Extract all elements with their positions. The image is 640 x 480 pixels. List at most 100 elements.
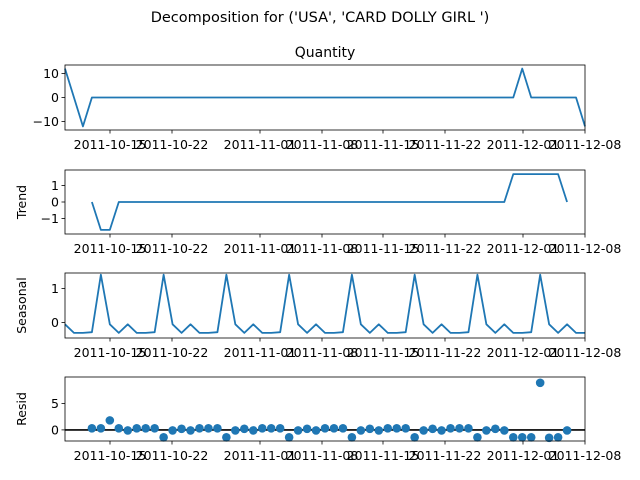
x-tick-label: 2011-11-01 [224,448,297,463]
y-tick-label: 0 [51,315,59,330]
x-tick-label: 2011-10-22 [136,448,209,463]
series-line-2 [91,173,568,231]
resid-point [347,432,357,442]
x-tick-label: 2011-12-01 [487,241,560,256]
x-tick-label: 2011-12-01 [487,345,560,360]
resid-point [177,424,186,434]
x-tick-label: 2011-11-22 [409,345,482,360]
x-tick-label: 2011-12-01 [487,448,560,463]
resid-point [329,424,339,433]
y-tick-label: 1 [51,178,59,193]
resid-point [266,424,276,433]
resid-point [231,426,240,435]
series-line-3 [64,273,585,334]
resid-point [410,432,419,442]
panel-frame [64,376,586,442]
y-tick-label: 5 [51,396,59,411]
resid-point [105,416,115,425]
resid-point [517,432,527,442]
x-tick-label: 2011-11-15 [347,137,420,152]
resid-point [248,426,258,435]
y-tick-label: 0 [51,422,59,437]
x-tick-label: 2011-11-15 [347,345,420,360]
resid-point [186,426,195,435]
resid-point [320,424,330,433]
panel-title-quantity: Quantity [295,45,356,61]
resid-point [401,424,410,433]
x-tick-label: 2011-11-08 [286,241,359,256]
x-tick-label: 2011-12-08 [549,137,622,152]
x-tick-label: 2011-11-08 [286,137,359,152]
y-tick-label: −1 [41,211,59,226]
resid-point [473,432,482,442]
resid-point [419,426,428,435]
resid-point [500,426,509,435]
y-tick-label: 0 [51,90,59,105]
resid-point [428,424,437,434]
resid-point [257,424,267,433]
resid-point [123,426,133,435]
resid-point [437,426,446,435]
resid-point [526,432,536,442]
resid-point [293,426,303,435]
x-tick-label: 2011-10-15 [74,448,147,463]
x-tick-label: 2011-12-08 [549,345,622,360]
resid-point [356,426,366,435]
resid-point [535,378,545,388]
resid-point [446,424,455,433]
resid-point [284,432,294,442]
resid-point [87,424,97,433]
y-axis-label: Seasonal [14,277,29,334]
resid-point [562,426,572,435]
x-tick-label: 2011-11-01 [224,345,297,360]
x-tick-label: 2011-10-22 [136,345,209,360]
y-tick-label: 1 [51,281,59,296]
x-tick-label: 2011-12-01 [487,137,560,152]
x-tick-label: 2011-11-08 [286,448,359,463]
panel-frame [64,272,586,339]
resid-point [240,424,249,434]
resid-point [96,424,106,433]
resid-point [204,424,213,433]
x-tick-label: 2011-11-22 [409,241,482,256]
resid-point [150,424,159,433]
figure-suptitle: Decomposition for ('USA', 'CARD DOLLY GI… [151,10,490,26]
x-tick-label: 2011-10-22 [136,137,209,152]
resid-point [222,432,231,442]
resid-point [392,424,402,433]
resid-point [365,424,375,434]
resid-point [338,424,348,433]
y-axis-label: Trend [14,185,29,220]
y-tick-label: −10 [33,114,59,129]
x-tick-label: 2011-10-15 [74,241,147,256]
y-tick-label: 10 [43,66,59,81]
resid-point [141,424,150,433]
resid-point [508,432,518,442]
x-tick-label: 2011-11-01 [224,137,297,152]
x-tick-label: 2011-10-22 [136,241,209,256]
resid-point [311,426,321,435]
y-tick-label: 0 [51,195,59,210]
resid-point [168,426,177,435]
x-tick-label: 2011-10-15 [74,345,147,360]
x-tick-label: 2011-12-08 [549,448,622,463]
resid-point [302,424,312,434]
resid-point [195,424,204,433]
x-tick-label: 2011-11-15 [347,241,420,256]
resid-point [482,426,491,435]
resid-point [213,424,222,433]
x-tick-label: 2011-12-08 [549,241,622,256]
resid-point [374,426,384,435]
x-tick-label: 2011-11-15 [347,448,420,463]
resid-point [544,433,554,443]
resid-point [114,424,124,433]
x-tick-label: 2011-11-08 [286,345,359,360]
resid-point [464,424,473,433]
resid-point [553,432,563,442]
resid-point [275,424,285,433]
